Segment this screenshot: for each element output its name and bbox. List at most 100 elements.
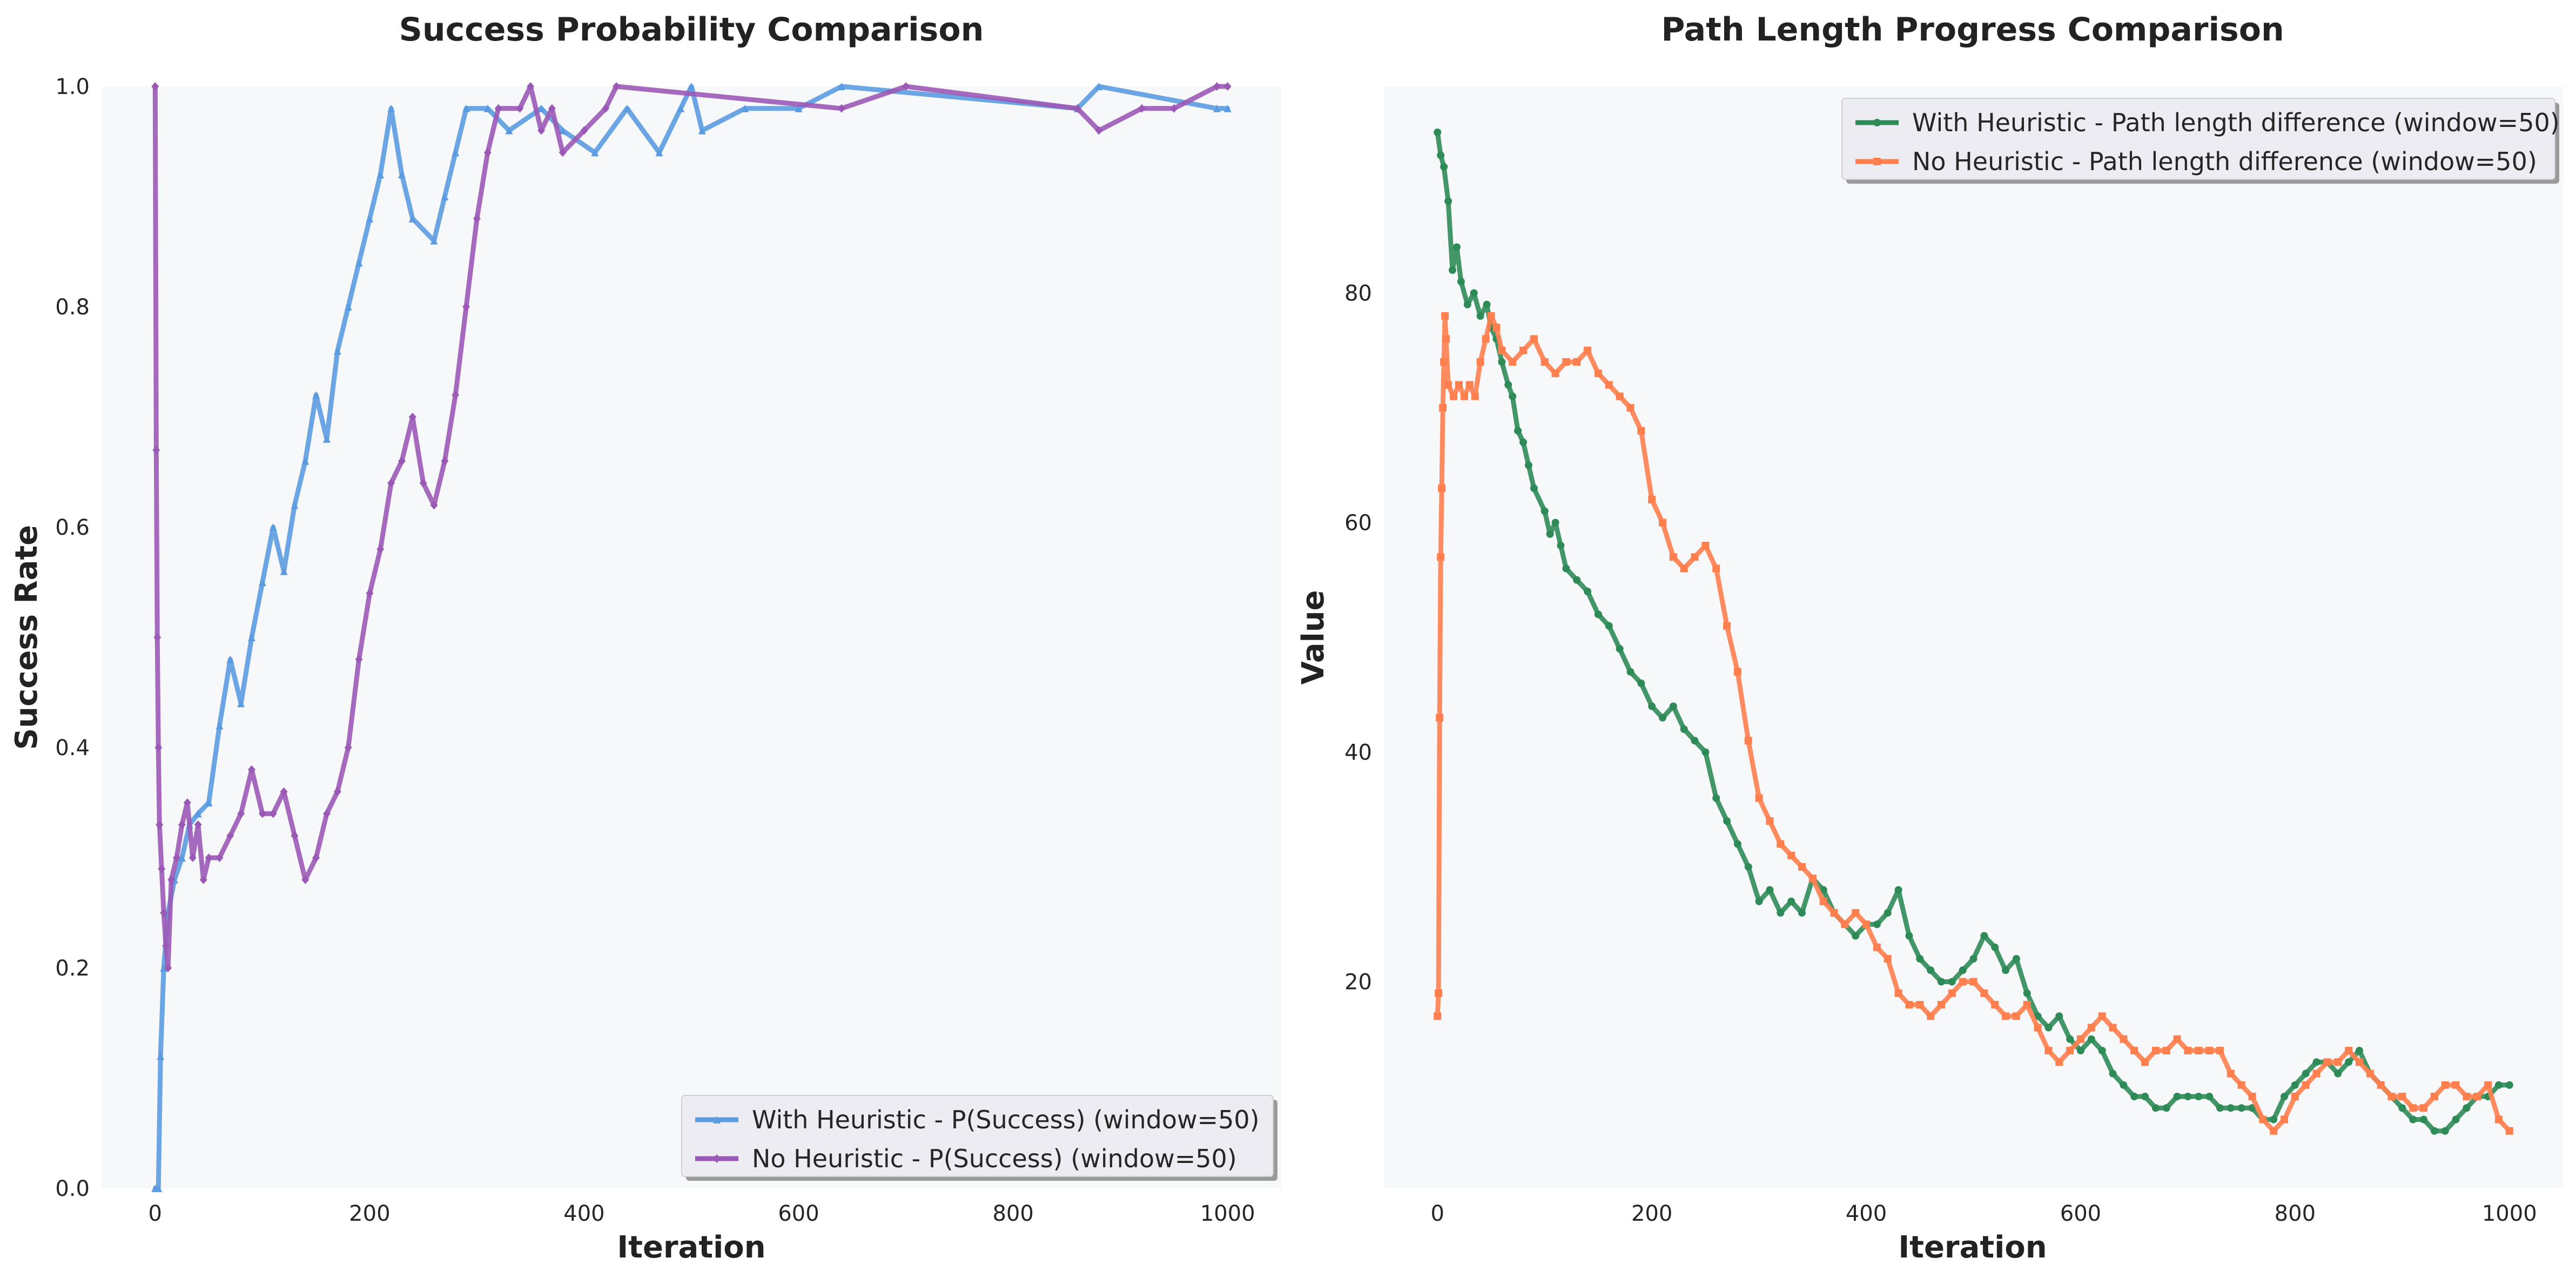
data-point — [462, 104, 470, 112]
x-tick-label: 800 — [992, 1201, 1033, 1226]
data-point — [1916, 1001, 1924, 1008]
data-point — [2066, 1035, 2074, 1043]
data-point — [398, 456, 406, 466]
data-point — [1483, 300, 1491, 308]
data-point — [216, 853, 224, 862]
data-point — [2151, 1104, 2160, 1112]
data-point — [2420, 1104, 2428, 1112]
data-point — [1980, 932, 1988, 940]
data-point — [1937, 1001, 1945, 1008]
data-point — [1442, 335, 1450, 343]
data-point — [1498, 346, 1506, 354]
data-point — [216, 722, 224, 730]
data-point — [1841, 920, 1849, 929]
data-point — [1959, 978, 1967, 986]
data-point — [387, 479, 395, 488]
data-point — [2184, 1093, 2192, 1100]
data-point — [1626, 404, 1635, 412]
data-point — [2441, 1127, 2449, 1135]
data-point — [1733, 840, 1741, 848]
data-point — [269, 523, 277, 531]
data-point — [1546, 530, 1554, 538]
data-point — [1440, 358, 1448, 366]
data-point — [2173, 1093, 2181, 1100]
data-point — [677, 104, 685, 112]
data-point — [312, 853, 320, 862]
data-point — [2109, 1024, 2117, 1032]
data-point — [1905, 932, 1913, 940]
x-tick-label: 0 — [149, 1201, 162, 1226]
data-point — [1452, 243, 1461, 251]
data-point — [2023, 1001, 2031, 1008]
data-point — [1441, 312, 1449, 320]
data-point — [280, 787, 288, 796]
legend-label: With Heuristic - P(Success) (window=50) — [752, 1105, 1260, 1134]
data-point — [1648, 496, 1656, 503]
data-point — [2076, 1035, 2084, 1043]
data-point — [2441, 1081, 2449, 1089]
data-point — [2345, 1058, 2353, 1066]
data-point — [2162, 1047, 2170, 1054]
data-point — [537, 126, 546, 135]
data-point — [837, 104, 845, 113]
data-point — [430, 237, 438, 245]
data-point — [2216, 1104, 2224, 1112]
data-point — [1980, 989, 1988, 997]
data-point — [376, 544, 385, 554]
axes: 0 200 400 600 800 1000 20 40 60 80 — [1344, 281, 2537, 1227]
data-point — [1519, 438, 1527, 446]
data-point — [1551, 369, 1559, 378]
data-point — [902, 82, 910, 91]
data-point — [2173, 1035, 2181, 1043]
data-point — [1223, 104, 1232, 112]
data-point — [1884, 955, 1892, 963]
y-axis-label: Success Rate — [9, 525, 44, 750]
data-point — [2184, 1047, 2192, 1054]
data-point — [2420, 1115, 2428, 1124]
data-point — [1873, 920, 1881, 929]
chart-title: Path Length Progress Comparison — [1661, 11, 2284, 49]
data-point — [2302, 1070, 2310, 1078]
data-point — [2312, 1070, 2321, 1078]
data-point — [1213, 82, 1221, 91]
axes: 0 200 400 600 800 1000 0.0 0.2 0.4 0.6 0.8 1.0 — [55, 75, 1255, 1226]
data-point — [2237, 1081, 2245, 1089]
path-length-chart: Path Length Progress Comparison 0 200 400 6… — [1296, 11, 2563, 1265]
data-point — [2141, 1093, 2149, 1100]
data-point — [2377, 1081, 2385, 1089]
data-point — [269, 809, 277, 818]
data-point — [2430, 1093, 2438, 1100]
data-point — [1573, 576, 1581, 584]
plot-area — [102, 82, 1281, 1192]
data-point — [1894, 886, 1902, 894]
data-point — [1509, 358, 1517, 366]
data-point — [344, 743, 352, 752]
data-point — [226, 655, 234, 663]
data-point — [237, 809, 245, 818]
data-point — [2505, 1081, 2513, 1089]
legend-marker — [1873, 158, 1881, 165]
data-point — [602, 104, 610, 113]
data-point — [2227, 1070, 2235, 1078]
data-point — [2109, 1070, 2117, 1078]
data-point — [2323, 1058, 2331, 1066]
success-probability-chart: Success Probability Comparison 0 200 400 60… — [9, 11, 1281, 1265]
data-point — [2237, 1104, 2245, 1112]
y-tick-label: 0.4 — [55, 736, 90, 761]
data-point — [527, 82, 535, 91]
data-point — [1460, 392, 1468, 400]
data-point — [1605, 622, 1613, 630]
data-point — [1766, 817, 1774, 825]
data-point — [2463, 1093, 2471, 1100]
x-tick-label: 200 — [1631, 1201, 1672, 1226]
data-point — [1937, 978, 1945, 986]
data-point — [1435, 989, 1443, 997]
data-point — [452, 149, 460, 157]
data-point — [2098, 1047, 2106, 1054]
data-point — [591, 149, 599, 157]
data-point — [153, 633, 162, 642]
x-tick-label: 200 — [349, 1201, 390, 1226]
data-point — [2055, 1058, 2063, 1066]
data-point — [430, 501, 438, 510]
data-point — [1434, 129, 1442, 136]
